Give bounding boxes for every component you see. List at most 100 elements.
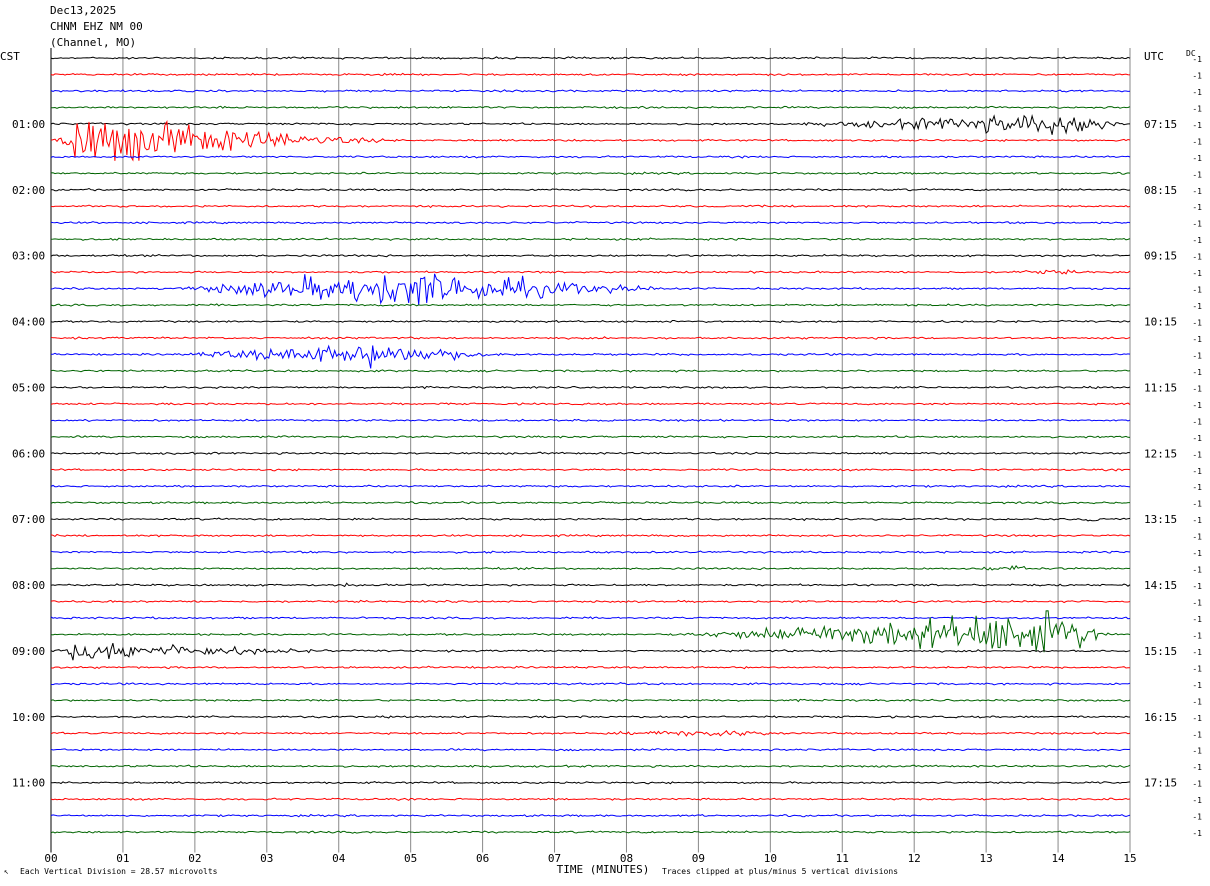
dc-offset-label: -1 (1192, 319, 1202, 328)
x-tick-label: 13 (980, 852, 993, 865)
trace-line (50, 319, 1131, 324)
trace-line (50, 253, 1131, 258)
dc-offset-label: -1 (1192, 302, 1202, 311)
right-hour-label: 08:15 (1144, 184, 1177, 197)
trace-line (50, 665, 1130, 670)
trace-line (50, 599, 1131, 604)
left-hour-label: 05:00 (12, 381, 45, 394)
trace-line (50, 204, 1131, 209)
right-hour-label: 12:15 (1144, 447, 1177, 460)
dc-offset-label: -1 (1192, 450, 1202, 459)
dc-offset-label: -1 (1192, 220, 1202, 229)
station-label: CHNM EHZ NM 00 (50, 20, 143, 33)
trace-line (50, 336, 1131, 340)
dc-offset-label: -1 (1192, 55, 1202, 64)
trace-line (50, 830, 1131, 834)
dc-offset-label: -1 (1192, 483, 1202, 492)
trace-line (50, 187, 1131, 192)
dc-offset-label: -1 (1192, 351, 1202, 360)
left-hour-label: 10:00 (12, 711, 45, 724)
trace-line (50, 468, 1131, 472)
trace-line (50, 813, 1131, 818)
trace-line (50, 764, 1131, 768)
dc-offset-label: -1 (1192, 71, 1202, 80)
dc-offset-label: -1 (1192, 253, 1202, 262)
x-tick-label: 09 (692, 852, 705, 865)
x-tick-label: 00 (44, 852, 57, 865)
right-hour-label: 09:15 (1144, 250, 1177, 263)
trace-line (50, 682, 1131, 686)
dc-offset-label: -1 (1192, 137, 1202, 146)
trace-line (50, 237, 1131, 241)
dc-offset-label: -1 (1192, 697, 1202, 706)
dc-offset-label: -1 (1192, 599, 1202, 608)
dc-offset-label: -1 (1192, 582, 1202, 591)
dc-offset-label: -1 (1192, 368, 1202, 377)
dc-offset-label: -1 (1192, 335, 1202, 344)
x-tick-label: 02 (188, 852, 201, 865)
trace-line (50, 451, 1131, 455)
trace-line (50, 273, 1131, 305)
dc-offset-label: -1 (1192, 796, 1202, 805)
trace-line (50, 269, 1131, 275)
right-hour-label: 16:15 (1144, 711, 1177, 724)
scale-note: Each Vertical Division = 28.57 microvolt… (20, 867, 218, 876)
x-tick-label: 01 (116, 852, 129, 865)
dc-offset-label: -1 (1192, 401, 1202, 410)
left-hour-label: 01:00 (12, 118, 45, 131)
trace-line (50, 89, 1131, 93)
x-tick-label: 05 (404, 852, 417, 865)
trace-line (50, 220, 1131, 225)
trace-line (50, 114, 1130, 135)
trace-line (50, 171, 1131, 176)
trace-line (50, 385, 1131, 390)
left-hour-label: 06:00 (12, 447, 45, 460)
dc-offset-label: -1 (1192, 434, 1202, 443)
minute-grid (50, 48, 1131, 853)
dc-offset-label: -1 (1192, 187, 1202, 196)
dc-offset-label: -1 (1192, 747, 1202, 756)
x-tick-label: 07 (548, 852, 561, 865)
x-tick-label: 14 (1051, 852, 1065, 865)
trace-line (50, 120, 1131, 162)
dc-offset-label: -1 (1192, 467, 1202, 476)
right-hour-label: 17:15 (1144, 777, 1177, 790)
trace-line (50, 748, 1131, 752)
axis-labels: -1 -1 -1 -1 -1 -1 -1 -1 -1 -1 -1 -1 -1 -1 -1 -1 -1 -1 -1 -1… (0, 49, 1202, 876)
dc-offset-label: -1 (1192, 104, 1202, 113)
trace-line (50, 418, 1131, 423)
trace-line (50, 369, 1131, 373)
x-tick-label: 12 (908, 852, 921, 865)
x-tick-label: 11 (836, 852, 849, 865)
dc-offset-label: -1 (1192, 664, 1202, 673)
trace-line (50, 500, 1130, 505)
x-axis-title: TIME (MINUTES) (557, 863, 650, 876)
x-tick-label: 04 (332, 852, 346, 865)
trace-line (50, 344, 1131, 369)
trace-line (50, 303, 1131, 307)
trace-line (51, 105, 1131, 110)
trace-line (50, 517, 1131, 522)
dc-offset-label: -1 (1192, 170, 1202, 179)
seismic-traces (50, 56, 1131, 834)
x-tick-label: 15 (1123, 852, 1136, 865)
left-hour-label: 08:00 (12, 579, 45, 592)
scale-icon: ↖ (4, 867, 9, 876)
trace-line (50, 730, 1131, 737)
dc-offset-label: -1 (1192, 714, 1202, 723)
dc-offset-label: -1 (1192, 813, 1202, 822)
x-tick-label: 10 (764, 852, 777, 865)
trace-line (51, 781, 1131, 785)
date-label: Dec13,2025 (50, 4, 117, 17)
trace-line (50, 582, 1131, 588)
trace-line (50, 610, 1131, 653)
dc-offset-label: -1 (1192, 417, 1202, 426)
left-hour-label: 07:00 (12, 513, 45, 526)
trace-line (50, 616, 1131, 620)
trace-line (50, 155, 1131, 159)
trace-line (50, 484, 1131, 489)
dc-offset-label: -1 (1192, 203, 1202, 212)
right-hour-label: 15:15 (1144, 645, 1177, 658)
left-hour-label: 09:00 (12, 645, 45, 658)
